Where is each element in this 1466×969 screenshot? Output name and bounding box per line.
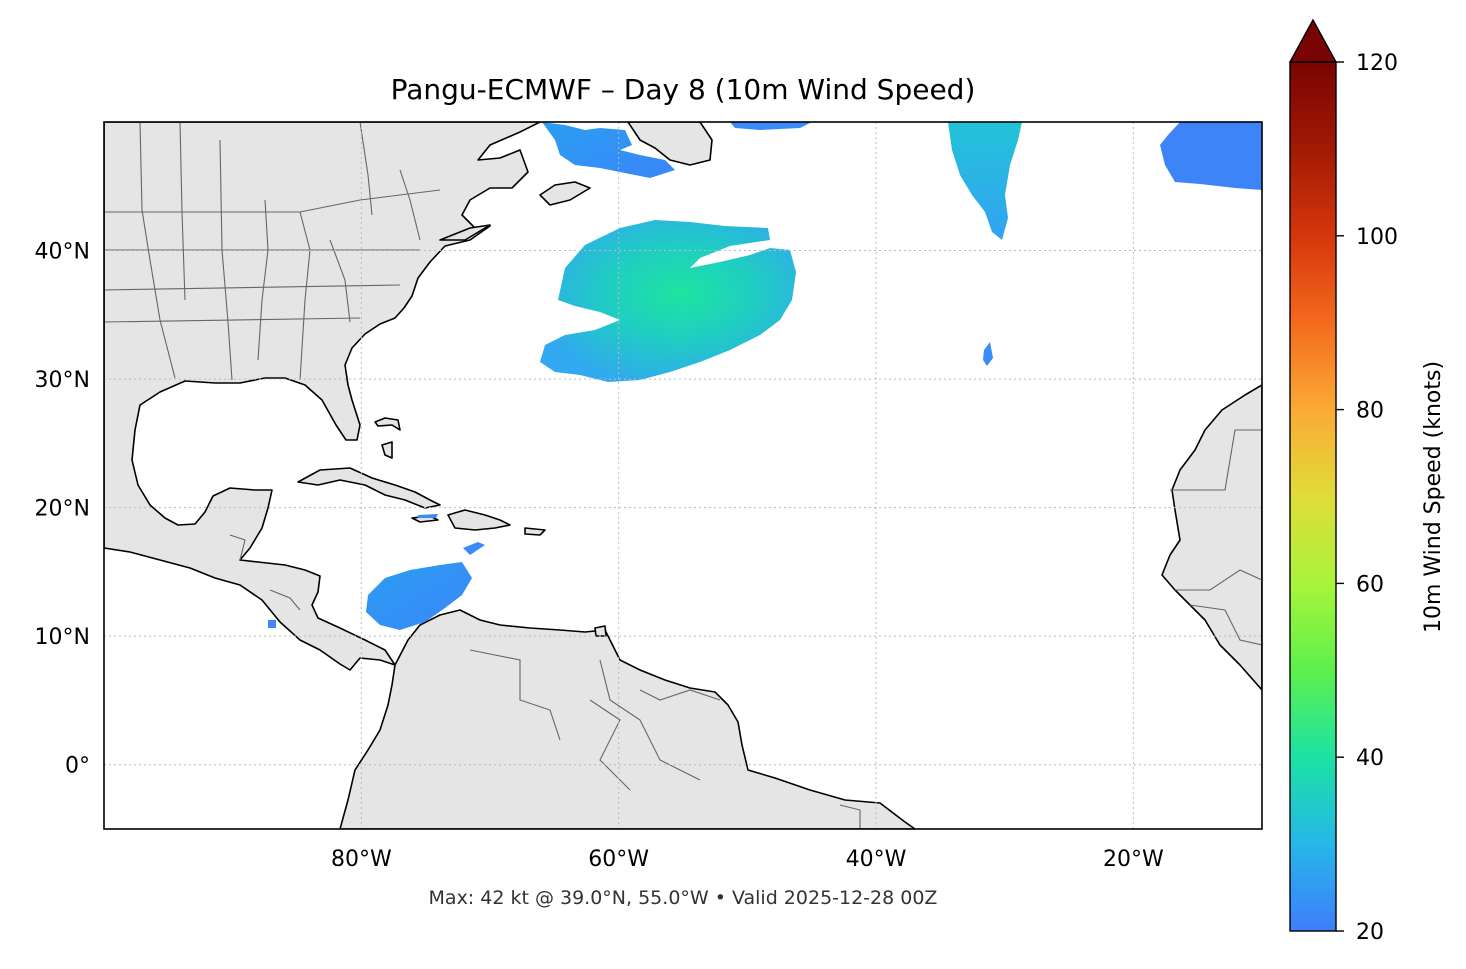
hispaniola xyxy=(447,509,511,531)
colorbar-tick-label-2: 60 xyxy=(1356,572,1384,597)
colorbar-gradient xyxy=(1289,61,1337,932)
south-america-landmass xyxy=(339,609,916,829)
colorbar-tick-label-5: 120 xyxy=(1356,51,1398,76)
wind-region-caribbean-jet xyxy=(366,562,472,630)
cuba xyxy=(297,467,441,509)
map-panel: 80°W 60°W 40°W 20°W 40°N 30°N 20°N 10°N 0° xyxy=(35,121,1263,872)
gridlines xyxy=(104,122,1262,829)
puerto-rico xyxy=(524,527,546,536)
africa-landmass xyxy=(1161,384,1262,691)
colorbar: 20 40 60 80 100 120 10m Wind Speed (knots) xyxy=(1288,18,1446,945)
wind-region-north-atlantic-trough xyxy=(948,122,1022,240)
lat-tick-label-2: 20°N xyxy=(35,497,90,522)
lat-tick-label-3: 10°N xyxy=(35,625,90,650)
map-frame xyxy=(103,121,1263,830)
lon-tick-label-3: 20°W xyxy=(1103,847,1164,872)
lat-tick-label-1: 30°N xyxy=(35,368,90,393)
newfoundland xyxy=(627,122,713,166)
lat-tick-label-0: 40°N xyxy=(35,240,90,265)
colorbar-tick-label-4: 100 xyxy=(1356,225,1398,250)
colorbar-ticks: 20 40 60 80 100 120 xyxy=(1336,51,1398,945)
political-borders xyxy=(104,122,1262,829)
colorbar-tick-label-1: 40 xyxy=(1356,746,1384,771)
wind-region-mid-atlantic-cyclone xyxy=(540,220,796,382)
wind-region-azores-spot xyxy=(983,342,993,366)
wind-region-gulf-st-lawrence xyxy=(542,122,675,178)
colorbar-tick-label-0: 20 xyxy=(1356,920,1384,945)
wind-region-northeast-atlantic xyxy=(1160,122,1262,190)
lat-tick-label-4: 0° xyxy=(65,754,90,779)
nova-scotia xyxy=(539,181,591,206)
longitude-tick-labels: 80°W 60°W 40°W 20°W xyxy=(331,847,1164,872)
colorbar-tick-label-3: 80 xyxy=(1356,399,1384,424)
lon-tick-label-2: 40°W xyxy=(846,847,907,872)
colorbar-label: 10m Wind Speed (knots) xyxy=(1421,361,1446,633)
max-wind-annotation: Max: 42 kt @ 39.0°N, 55.0°W • Valid 2025… xyxy=(429,887,938,909)
colorbar-extend-arrow xyxy=(1288,18,1338,63)
lon-tick-label-1: 60°W xyxy=(588,847,649,872)
lon-tick-label-0: 80°W xyxy=(331,847,392,872)
north-america-landmass xyxy=(104,122,541,671)
wind-region-labrador-strip xyxy=(730,122,812,130)
trinidad xyxy=(594,625,607,637)
land-layer xyxy=(104,122,1262,829)
map-title: Pangu-ECMWF – Day 8 (10m Wind Speed) xyxy=(391,73,976,106)
latitude-tick-labels: 40°N 30°N 20°N 10°N 0° xyxy=(35,240,90,779)
long-island xyxy=(439,224,491,241)
bahamas xyxy=(374,417,401,459)
wind-speed-field xyxy=(268,122,1262,630)
